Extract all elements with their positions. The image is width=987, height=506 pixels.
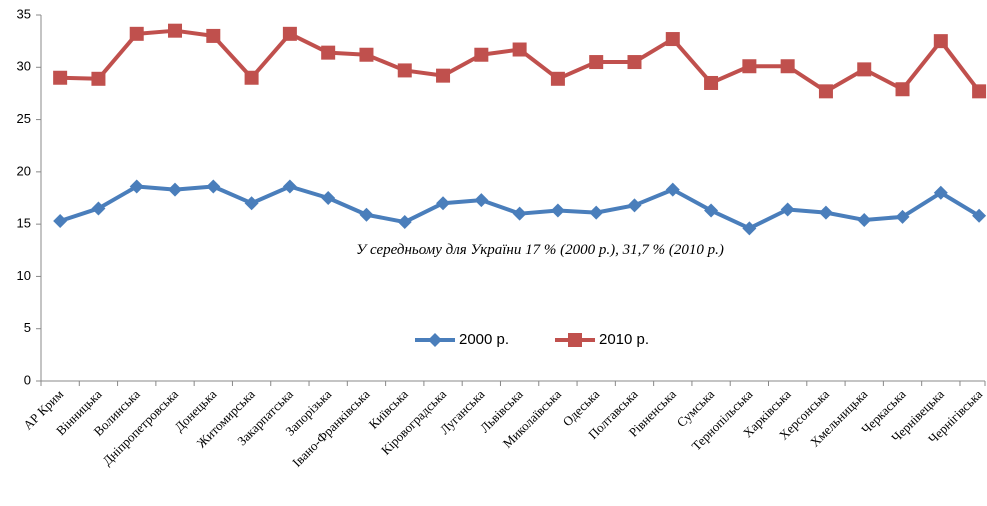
point <box>53 70 68 85</box>
point <box>359 207 374 222</box>
legend-label: 2010 р. <box>599 331 649 348</box>
point <box>168 182 183 197</box>
point <box>321 191 336 205</box>
point <box>742 59 757 74</box>
point <box>474 47 489 62</box>
y-tick-label: 10 <box>17 268 31 283</box>
point <box>512 42 527 57</box>
y-tick-label: 15 <box>17 216 31 231</box>
legend-label: 2000 р. <box>459 331 509 348</box>
series <box>53 23 987 99</box>
point <box>206 28 221 43</box>
point <box>857 62 872 77</box>
y-tick-label: 35 <box>17 6 31 21</box>
point <box>818 84 833 99</box>
point <box>91 201 106 216</box>
series <box>53 179 987 236</box>
legend-marker <box>428 333 442 347</box>
point <box>665 182 680 197</box>
point <box>627 198 642 213</box>
point <box>129 26 144 41</box>
point <box>857 212 872 227</box>
point <box>780 59 795 74</box>
point <box>474 193 489 208</box>
point <box>895 209 910 224</box>
point <box>321 45 336 60</box>
point <box>818 205 833 220</box>
y-tick-label: 30 <box>17 59 31 74</box>
point <box>91 71 106 86</box>
point <box>436 196 451 211</box>
point <box>282 26 297 41</box>
point <box>244 196 259 211</box>
point <box>704 75 719 90</box>
line <box>60 28 981 94</box>
point <box>972 208 987 223</box>
point <box>742 221 757 236</box>
point <box>397 215 412 230</box>
y-tick-label: 5 <box>24 320 31 335</box>
point <box>206 179 221 194</box>
point <box>282 179 297 194</box>
y-tick-label: 25 <box>17 111 31 126</box>
point <box>933 185 948 200</box>
point <box>129 179 144 194</box>
point <box>589 55 604 70</box>
y-tick-label: 0 <box>24 372 31 387</box>
legend-marker <box>568 333 582 347</box>
point <box>397 63 412 78</box>
y-tick-label: 20 <box>17 163 31 178</box>
annotation: У середньому для України 17 % (2000 р.),… <box>356 242 724 258</box>
point <box>895 82 910 97</box>
point <box>780 202 795 217</box>
point <box>627 55 642 70</box>
point <box>244 70 259 85</box>
point <box>550 203 565 218</box>
point <box>436 68 451 83</box>
point <box>359 47 374 62</box>
point <box>589 205 604 220</box>
point <box>704 203 719 218</box>
point <box>550 71 565 86</box>
point <box>512 206 527 221</box>
point <box>53 214 68 229</box>
point <box>933 34 948 49</box>
point <box>972 84 987 99</box>
point <box>168 23 183 38</box>
point <box>665 32 680 47</box>
